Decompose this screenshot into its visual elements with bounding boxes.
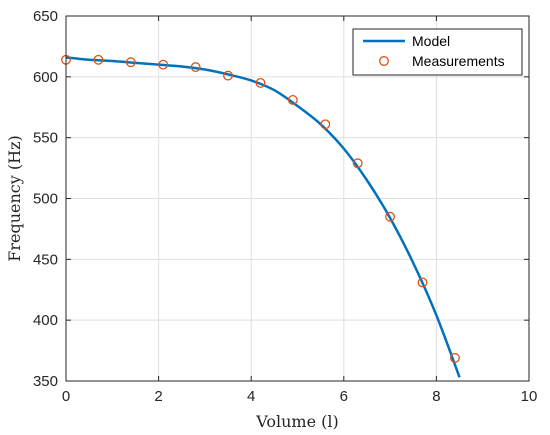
measurement-point (320, 119, 331, 130)
y-tick-label: 550 (33, 130, 58, 147)
measurement-point (223, 70, 234, 81)
y-tick-label: 600 (33, 69, 58, 86)
x-tick-label: 4 (247, 388, 255, 405)
model-series-line (65, 56, 461, 378)
legend-model-label: Model (412, 33, 450, 49)
measurement-point (255, 77, 266, 88)
series-layer (61, 54, 461, 378)
measurement-point (190, 62, 201, 73)
x-tick-label: 2 (154, 388, 162, 405)
measurement-point (93, 54, 104, 65)
legend-measurements-swatch (379, 56, 389, 66)
x-tick-label: 6 (340, 388, 348, 405)
measurement-point (417, 277, 428, 288)
y-tick-label: 400 (33, 312, 58, 329)
legend-box (352, 28, 523, 76)
measurement-point (125, 57, 136, 68)
x-tick-label: 8 (432, 388, 440, 405)
y-tick-label: 450 (33, 251, 58, 268)
axis-ticks: 0 2 4 6 8 10 350 400 450 500 550 600 650 (33, 8, 537, 405)
y-tick-label: 650 (33, 8, 58, 25)
legend: Model Measurements (352, 28, 523, 76)
measurement-point (352, 158, 363, 169)
y-tick-label: 350 (33, 373, 58, 390)
x-tick-label: 10 (521, 388, 538, 405)
legend-measurements-label: Measurements (412, 53, 505, 69)
measurement-point (287, 94, 298, 105)
measurement-point (385, 211, 396, 222)
measurement-point (158, 59, 169, 70)
measurement-point (449, 352, 460, 363)
y-tick-label: 500 (33, 191, 58, 208)
y-axis-label: Frequency (Hz) (5, 135, 24, 262)
x-axis-label: Volume (l) (255, 412, 338, 431)
x-tick-label: 0 (62, 388, 70, 405)
